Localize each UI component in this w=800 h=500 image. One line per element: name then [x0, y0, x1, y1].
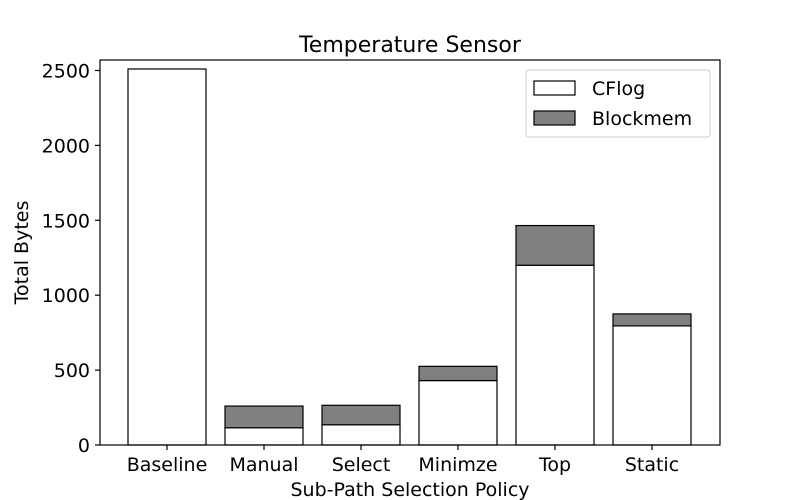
- x-tick-label: Select: [332, 454, 391, 476]
- x-axis: Baseline Manual Select Minimze Top Static: [127, 445, 679, 476]
- legend-swatch-cflog: [533, 80, 576, 96]
- x-tick-label: Manual: [229, 454, 298, 476]
- x-tick-label: Minimze: [418, 454, 497, 476]
- bar-blockmem-minimze: [418, 365, 498, 382]
- plot-frame: [99, 59, 721, 446]
- y-tick-label: 2000: [42, 135, 90, 157]
- y-axis: 0 500 1000 1500 2000 2500: [42, 60, 100, 457]
- y-tick-label: 1500: [42, 210, 90, 232]
- x-axis-label: Sub-Path Selection Policy: [290, 479, 529, 500]
- bar-cflog-static: [612, 325, 692, 446]
- legend-label-cflog: CFlog: [592, 78, 645, 100]
- bar-blockmem-top: [515, 224, 595, 266]
- y-tick-label: 500: [54, 360, 90, 382]
- x-tick-label: Static: [625, 454, 679, 476]
- bar-cflog-top: [515, 264, 595, 446]
- chart-title: Temperature Sensor: [298, 33, 522, 58]
- bar-blockmem-manual: [224, 405, 304, 429]
- y-tick-label: 2500: [42, 60, 90, 82]
- bar-cflog-baseline: [127, 68, 207, 446]
- x-tick-label: Baseline: [127, 454, 208, 476]
- bar-blockmem-static: [612, 313, 692, 327]
- x-tick-label: Top: [538, 454, 571, 476]
- legend-swatch-blockmem: [533, 110, 576, 126]
- legend-label-blockmem: Blockmem: [592, 108, 692, 130]
- y-tick-label: 1000: [42, 285, 90, 307]
- bar-cflog-minimze: [418, 379, 498, 446]
- legend: CFlog Blockmem: [525, 69, 711, 138]
- bar-cflog-select: [321, 424, 401, 446]
- bars-group: [127, 68, 692, 446]
- y-tick-label: 0: [78, 435, 90, 457]
- bar-blockmem-select: [321, 404, 401, 426]
- y-axis-label: Total Bytes: [11, 201, 33, 306]
- bar-cflog-manual: [224, 427, 304, 446]
